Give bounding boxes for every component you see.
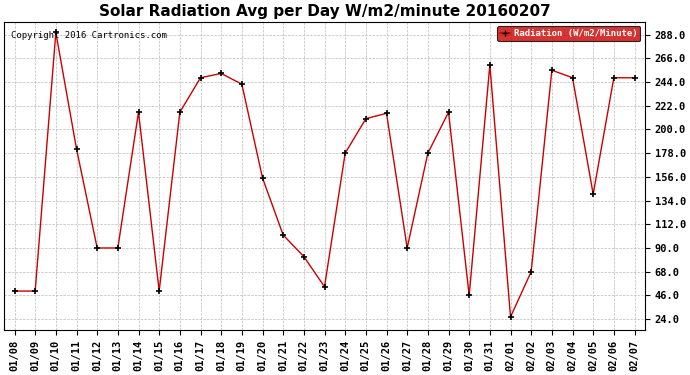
- Text: Copyright 2016 Cartronics.com: Copyright 2016 Cartronics.com: [10, 31, 166, 40]
- Legend: Radiation (W/m2/Minute): Radiation (W/m2/Minute): [497, 26, 640, 40]
- Title: Solar Radiation Avg per Day W/m2/minute 20160207: Solar Radiation Avg per Day W/m2/minute …: [99, 4, 551, 19]
